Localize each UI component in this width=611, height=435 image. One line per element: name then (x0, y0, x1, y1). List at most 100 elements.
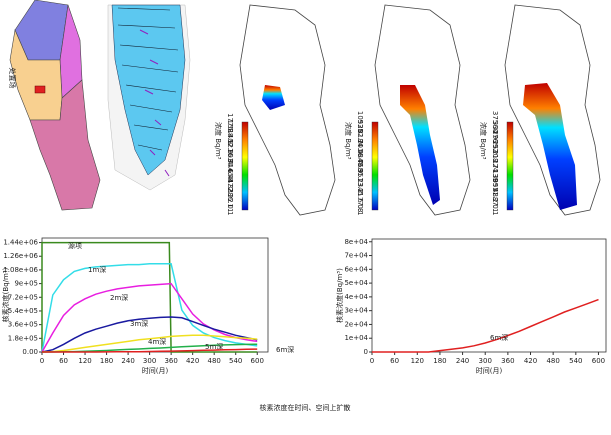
series-line (372, 298, 599, 353)
y-tick-label: 5.4e+05 (8, 307, 38, 315)
plume-map (239, 4, 336, 216)
x-tick-label: 120 (78, 357, 91, 365)
colorbar (371, 121, 379, 211)
legend-label: 17139 (491, 160, 499, 182)
legend-label: 8184.4 (356, 129, 364, 154)
legend-label: 1588.9 (226, 120, 234, 145)
colorbar (241, 121, 249, 211)
legend-label: 21224 (491, 150, 499, 173)
y-axis-label: 核素浓度(Bq/m³) (335, 268, 344, 323)
legend-label: 33476 (491, 121, 499, 144)
y-tick-label: 1e+04 (344, 334, 368, 342)
legend-label: 1030.6 (226, 149, 234, 174)
x-tick-label: 540 (229, 357, 242, 365)
series-label: 6m深 (490, 333, 508, 342)
x-tick-label: 60 (59, 357, 68, 365)
legend-label: 8971.2 (491, 178, 499, 203)
x-tick-label: 0 (40, 357, 44, 365)
series-line (41, 282, 258, 353)
x-tick-label: 60 (390, 357, 399, 365)
series-label: 源项 (68, 241, 82, 250)
legend-label: 1177.8 (356, 188, 364, 213)
series-line (41, 241, 258, 353)
y-tick-label: 1.26e+06 (3, 252, 38, 260)
series-line (41, 334, 258, 353)
series-label: 4m深 (148, 337, 166, 346)
x-tick-label: 600 (251, 357, 264, 365)
legend-label: 0.1 (226, 204, 234, 215)
plume-map (504, 4, 601, 216)
x-tick-label: 180 (100, 357, 113, 365)
y-tick-label: 0 (364, 348, 368, 356)
x-tick-label: 360 (501, 357, 514, 365)
legend-label: 1775 (226, 113, 234, 131)
contour-map (107, 4, 191, 191)
x-tick-label: 180 (433, 357, 446, 365)
y-tick-label: 0.00 (22, 348, 38, 356)
y-tick-label: 1.8e+05 (8, 334, 38, 342)
y-tick-label: 5e+04 (344, 279, 368, 287)
legend-label: 0.1 (491, 204, 499, 215)
color-legend: 浓度 Bq/m³ 17751588.91402.81216.71030.6844.… (214, 113, 249, 216)
legend-label: 37560 (491, 111, 499, 133)
legend-label: 658.33 (226, 168, 234, 193)
x-axis-label: 时间(月) (476, 366, 503, 375)
legend-label: 0.1 (356, 204, 364, 215)
y-tick-label: 6e+04 (344, 265, 368, 273)
y-tick-label: 3e+04 (344, 307, 368, 315)
x-tick-label: 480 (208, 357, 221, 365)
y-tick-label: 1.08e+06 (3, 266, 38, 274)
caption: 核素浓度在时间、空间上扩散 (260, 403, 351, 412)
legend-label: 5848.9 (356, 149, 364, 174)
x-tick-label: 300 (143, 357, 156, 365)
legend-label: 25308 (491, 140, 499, 162)
legend-label: 10520 (356, 111, 364, 133)
legend-label: 1402.8 (226, 129, 234, 154)
series-line (41, 316, 258, 353)
legend-label: 2345.6 (356, 178, 364, 203)
series-label: 5m深 (205, 342, 223, 351)
legend-label: 1216.7 (226, 139, 234, 164)
series-label: 3m深 (130, 319, 148, 328)
series-label: 6m深 (276, 345, 294, 354)
x-axis-label: 时间(月) (142, 366, 169, 375)
x-tick-label: 120 (411, 357, 424, 365)
legend-label: 3513.3 (356, 168, 364, 193)
x-tick-label: 360 (164, 357, 177, 365)
plot-frame (371, 238, 607, 353)
x-tick-label: 0 (370, 357, 374, 365)
legend-label: 13055 (491, 170, 499, 192)
legend-label: 286.11 (226, 188, 234, 213)
series-line (41, 263, 258, 353)
y-axis-label: 核素浓度(Bq/m³) (1, 267, 10, 322)
zone-map: 处置场 (8, 0, 101, 211)
color-legend: 浓度 Bq/m³ 105209352.28184.47016.75848.9468… (344, 111, 379, 216)
series-label: 2m深 (110, 293, 128, 302)
x-tick-label: 420 (524, 357, 537, 365)
legend-label: 844.44 (226, 159, 234, 184)
y-tick-label: 1.44e+06 (3, 239, 38, 247)
x-tick-label: 540 (569, 357, 582, 365)
y-tick-label: 8e+04 (344, 238, 368, 246)
colorbar (506, 121, 514, 211)
color-legend: 浓度 Bq/m³ 37560334762939225308212241713913… (479, 111, 514, 216)
x-tick-label: 480 (546, 357, 559, 365)
x-tick-label: 420 (186, 357, 199, 365)
x-tick-label: 300 (479, 357, 492, 365)
legend-title: 浓度 Bq/m³ (479, 122, 488, 160)
legend-label: 4681.1 (356, 159, 364, 184)
x-tick-label: 240 (456, 357, 469, 365)
x-tick-label: 600 (592, 357, 605, 365)
y-tick-label: 7.2e+05 (8, 293, 38, 301)
legend-label: 4887.1 (491, 188, 499, 213)
series-line (42, 348, 258, 353)
x-tick-label: 240 (121, 357, 134, 365)
y-tick-label: 7e+04 (344, 252, 368, 260)
y-tick-label: 3.6e+05 (8, 321, 38, 329)
y-tick-label: 2e+04 (344, 320, 368, 328)
legend-label: 29392 (491, 130, 499, 152)
series-label: 1m深 (88, 265, 106, 274)
y-tick-label: 9e+05 (14, 280, 38, 288)
legend-title: 浓度 Bq/m³ (344, 122, 353, 160)
